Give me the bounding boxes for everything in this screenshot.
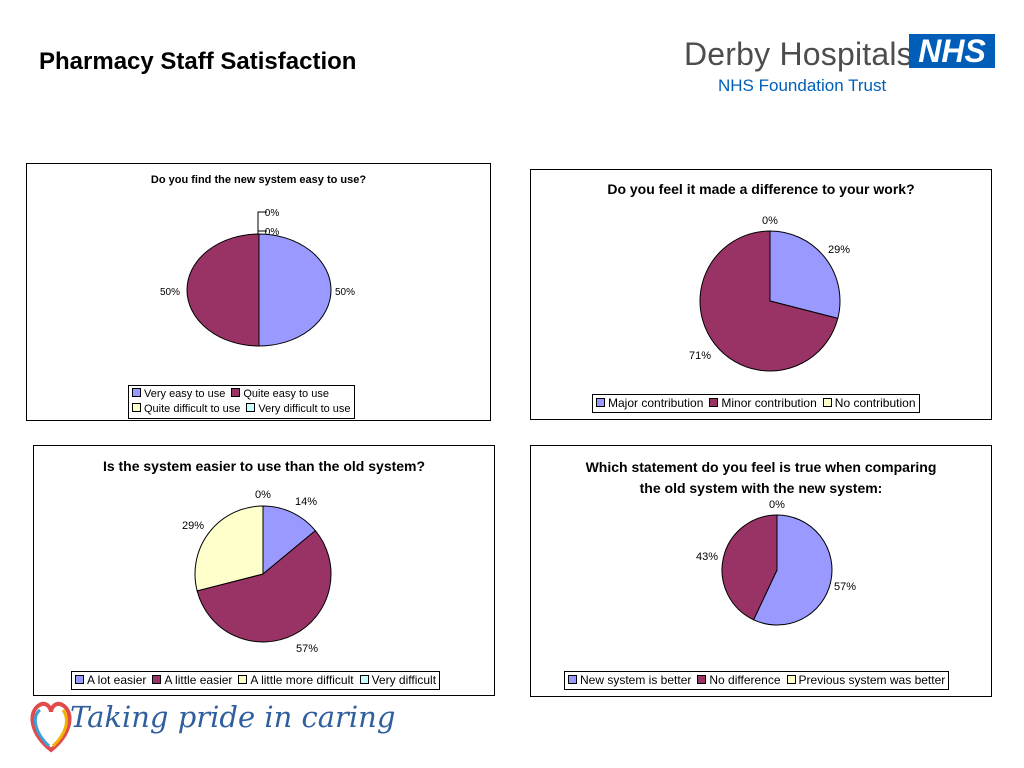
logo-org-subtitle: NHS Foundation Trust	[718, 76, 887, 95]
legend-label: Very easy to use	[144, 388, 226, 400]
pie-slice-2	[186, 233, 260, 347]
legend-swatch	[359, 675, 369, 684]
leader-line	[257, 211, 267, 234]
pie-chart: 57% 43% 0%	[696, 499, 856, 626]
footer-slogan: Taking pride in caring	[70, 700, 396, 734]
legend-label: New system is better	[580, 673, 692, 687]
legend-swatch	[822, 398, 832, 407]
legend-label: Previous system was better	[798, 673, 946, 687]
chart-old-vs-new: Which statement do you feel is true when…	[530, 445, 992, 697]
pie-chart: 14% 57% 29% 0%	[182, 489, 332, 655]
pie-slice-1	[769, 230, 841, 320]
legend-swatch	[132, 388, 141, 397]
pie-slice-1	[258, 233, 332, 347]
legend-swatch	[697, 675, 707, 684]
legend-item: New system is better	[568, 673, 691, 688]
chart-difference-to-work: Do you feel it made a difference to your…	[530, 169, 992, 420]
data-label-1: 57%	[834, 581, 856, 593]
legend-swatch	[152, 675, 162, 684]
data-label-3: 0%	[265, 208, 280, 219]
legend-swatch	[231, 388, 241, 397]
legend-label: A lot easier	[87, 673, 147, 687]
pie-chart: 50% 50% 0% 0%	[160, 208, 355, 347]
legend-item: A little easier	[152, 673, 232, 688]
legend-item: Major contribution	[596, 396, 703, 411]
legend-row: Very easy to use Quite easy to use	[132, 387, 351, 402]
data-label-4: 0%	[265, 227, 280, 238]
chart-easy-to-use: Do you find the new system easy to use? …	[26, 163, 491, 421]
data-label-1: 14%	[295, 496, 317, 508]
pie-slice-1	[752, 514, 833, 626]
chart-legend: Very easy to use Quite easy to use Quite d…	[128, 385, 355, 419]
legend-swatch	[596, 398, 605, 407]
nhs-badge: NHS	[909, 34, 995, 68]
pie-slice-3	[194, 505, 264, 592]
pie-slice-2	[699, 230, 839, 372]
legend-item: No difference	[697, 673, 781, 688]
legend-label: Quite easy to use	[243, 388, 329, 400]
data-label-3: 0%	[769, 499, 785, 511]
legend-item: Very difficult to use	[246, 402, 351, 417]
legend-item: No contribution	[822, 396, 916, 411]
data-label-2: 57%	[296, 643, 318, 655]
legend-label: No difference	[709, 673, 781, 687]
legend-swatch	[238, 675, 248, 684]
legend-swatch	[709, 398, 719, 407]
pie-slice-1	[262, 505, 317, 576]
legend-item: Quite difficult to use	[132, 402, 240, 417]
leader-line	[257, 230, 267, 234]
legend-label: Minor contribution	[721, 396, 817, 410]
data-label-3: 29%	[182, 520, 204, 532]
legend-row: Quite difficult to use Very difficult to …	[132, 402, 351, 417]
legend-label: Major contribution	[608, 396, 704, 410]
legend-item: Quite easy to use	[231, 387, 329, 402]
page-title: Pharmacy Staff Satisfaction	[39, 48, 357, 75]
legend-swatch	[246, 403, 256, 412]
legend-item: Minor contribution	[709, 396, 817, 411]
legend-row: New system is better No difference Previou…	[568, 673, 945, 688]
data-label-1: 29%	[828, 244, 850, 256]
legend-label: Very difficult	[371, 673, 437, 687]
legend-label: A little more difficult	[250, 673, 354, 687]
legend-label: A little easier	[164, 673, 233, 687]
legend-item: Very difficult	[359, 673, 437, 688]
data-label-2: 71%	[689, 350, 711, 362]
pie-chart: 29% 71% 0%	[689, 215, 850, 372]
legend-label: No contribution	[834, 396, 916, 410]
legend-label: Quite difficult to use	[144, 403, 241, 415]
taking-pride-logo	[26, 692, 336, 756]
pie-slice-2	[721, 514, 778, 621]
legend-swatch	[75, 675, 84, 684]
logo-org-name: Derby Hospitals	[684, 36, 913, 72]
legend-item: A lot easier	[75, 673, 146, 688]
heart-icon	[30, 701, 72, 753]
legend-swatch	[132, 403, 141, 412]
chart-legend: Major contribution Minor contribution No c…	[592, 394, 920, 413]
legend-item: A little more difficult	[238, 673, 354, 688]
data-label-2: 43%	[696, 551, 718, 563]
data-label-4: 0%	[255, 489, 271, 501]
legend-item: Previous system was better	[786, 673, 946, 688]
legend-swatch	[568, 675, 577, 684]
legend-item: Very easy to use	[132, 387, 225, 402]
chart-title: Is the system easier to use than the old…	[102, 458, 426, 474]
legend-swatch	[786, 675, 796, 684]
chart-title: Which statement do you feel is true when…	[585, 459, 937, 496]
legend-row: Major contribution Minor contribution No c…	[596, 396, 916, 411]
chart-title: Do you find the new system easy to use?	[150, 174, 367, 186]
pie-slice-2	[196, 529, 332, 643]
data-label-2: 50%	[160, 287, 180, 298]
chart-title: Do you feel it made a difference to your…	[607, 181, 915, 197]
chart-legend: A lot easier A little easier A little more…	[71, 671, 441, 690]
legend-label: Very difficult to use	[258, 403, 351, 415]
legend-row: A lot easier A little easier A little more…	[75, 673, 436, 688]
chart-legend: New system is better No difference Previou…	[564, 671, 950, 690]
data-label-1: 50%	[335, 287, 355, 298]
data-label-3: 0%	[762, 215, 778, 227]
chart-easier-than-old: Is the system easier to use than the old…	[33, 445, 495, 696]
